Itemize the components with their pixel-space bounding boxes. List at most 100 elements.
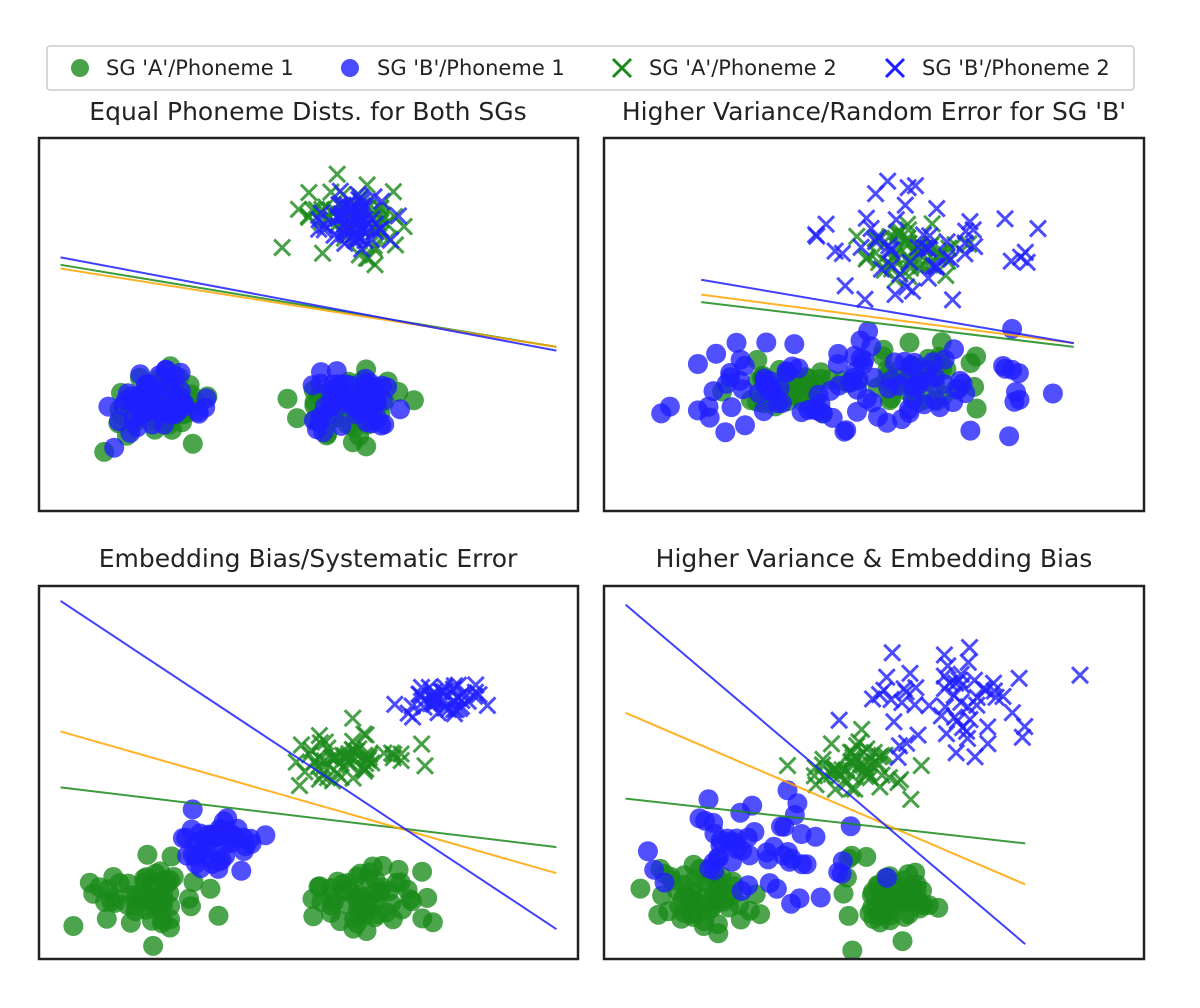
scatter-point-b-phoneme1 <box>854 350 875 371</box>
scatter-point-b-phoneme1 <box>862 392 883 413</box>
scatter-point-a-phoneme1 <box>287 408 307 429</box>
legend-label-a-phoneme1: SG 'A'/Phoneme 1 <box>106 56 294 80</box>
decision-line-0 <box>60 786 557 849</box>
scatter-point-b-phoneme1 <box>955 383 976 404</box>
scatter-point-a-phoneme2 <box>328 165 347 184</box>
scatter-point-a-phoneme1 <box>671 908 692 929</box>
scatter-point-b-phoneme2 <box>880 240 900 259</box>
scatter-point-a-phoneme1 <box>422 912 443 933</box>
scatter-point-b-phoneme1 <box>721 397 742 418</box>
scatter-point-a-phoneme2 <box>343 709 362 728</box>
scatter-point-b-phoneme1 <box>784 334 805 355</box>
scatter-point-a-phoneme2 <box>826 780 845 799</box>
scatter-point-b-phoneme1 <box>130 364 151 385</box>
scatter-point-b-phoneme2 <box>449 676 468 695</box>
scatter-point-b-phoneme1 <box>231 860 252 881</box>
scatter-point-b-phoneme2 <box>897 277 916 296</box>
scatter-point-a-phoneme1 <box>386 872 407 893</box>
scatter-point-a-phoneme1 <box>842 940 863 959</box>
scatter-point-b-phoneme2 <box>986 688 1006 707</box>
scatter-point-a-phoneme1 <box>83 883 104 904</box>
scatter-point-a-phoneme2 <box>313 244 332 263</box>
scatter-point-b-phoneme1 <box>241 833 262 854</box>
scatter-point-b-phoneme2 <box>906 176 925 195</box>
decision-line-2 <box>624 603 1026 945</box>
scatter-point-b-phoneme1 <box>355 368 376 389</box>
scatter-point-a-phoneme1 <box>630 878 651 899</box>
scatter-point-b-phoneme2 <box>995 209 1015 228</box>
scatter-point-b-phoneme2 <box>857 209 876 228</box>
scatter-point-a-phoneme1 <box>161 846 182 867</box>
panel-title-2: Higher Variance/Random Error for SG 'B' <box>622 97 1126 126</box>
scatter-point-a-phoneme1 <box>874 903 895 924</box>
scatter-point-b-phoneme1 <box>810 887 831 908</box>
scatter-point-b-phoneme2 <box>863 689 882 708</box>
scatter-point-b-phoneme1 <box>840 816 861 837</box>
scatter-point-a-phoneme2 <box>880 768 899 787</box>
scatter-point-b-phoneme1 <box>310 373 331 394</box>
panel-variance-and-bias <box>602 584 1146 961</box>
scatter-point-a-phoneme1 <box>96 908 117 929</box>
scatter-point-b-phoneme2 <box>315 220 334 239</box>
scatter-point-b-phoneme2 <box>946 674 965 693</box>
scatter-point-b-phoneme2 <box>960 212 979 231</box>
scatter-point-a-phoneme1 <box>966 398 987 419</box>
scatter-point-b-phoneme1 <box>766 878 787 899</box>
scatter-point-a-phoneme2 <box>299 183 318 202</box>
scatter-point-b-phoneme2 <box>920 696 939 715</box>
scatter-point-a-phoneme2 <box>912 756 931 775</box>
scatter-point-a-phoneme2 <box>822 734 841 753</box>
scatter-point-b-phoneme1 <box>730 802 751 823</box>
scatter-point-b-phoneme1 <box>637 841 658 862</box>
scatter-point-a-phoneme2 <box>778 756 797 775</box>
scatter-point-a-phoneme1 <box>888 891 909 912</box>
scatter-point-b-phoneme2 <box>872 260 891 279</box>
scatter-point-a-phoneme1 <box>208 905 229 926</box>
scatter-point-b-phoneme1 <box>704 823 725 844</box>
scatter-point-a-phoneme1 <box>137 844 158 865</box>
scatter-point-b-phoneme1 <box>944 339 964 360</box>
scatter-point-a-phoneme2 <box>901 790 920 809</box>
scatter-point-a-phoneme1 <box>859 903 880 924</box>
scatter-point-b-phoneme1 <box>306 419 327 440</box>
scatter-point-b-phoneme1 <box>210 820 231 841</box>
scatter-point-a-phoneme2 <box>384 748 403 767</box>
scatter-point-a-phoneme1 <box>120 912 141 933</box>
scatter-point-a-phoneme2 <box>273 238 292 257</box>
scatter-point-b-phoneme2 <box>884 712 903 731</box>
decision-line-2 <box>60 256 557 352</box>
legend-frame <box>46 45 1135 91</box>
scatter-point-b-phoneme2 <box>1028 219 1048 238</box>
scatter-point-b-phoneme1 <box>847 401 867 422</box>
scatter-point-b-phoneme1 <box>699 407 720 428</box>
scatter-point-b-phoneme2 <box>918 239 937 258</box>
scatter-point-b-phoneme2 <box>817 215 836 234</box>
scatter-point-b-phoneme2 <box>1018 253 1037 272</box>
decision-line-1 <box>60 730 557 875</box>
scatter-point-b-phoneme1 <box>726 332 747 353</box>
scatter-point-b-phoneme1 <box>720 362 741 383</box>
scatter-point-a-phoneme1 <box>905 862 926 883</box>
plot-area <box>60 600 557 956</box>
scatter-point-b-phoneme1 <box>902 389 923 410</box>
scatter-point-b-phoneme2 <box>882 690 901 709</box>
decision-line-1 <box>60 267 557 348</box>
scatter-point-b-phoneme2 <box>958 729 977 748</box>
scatter-point-b-phoneme1 <box>894 351 915 372</box>
scatter-point-b-phoneme1 <box>715 422 736 443</box>
scatter-point-a-phoneme1 <box>143 935 164 956</box>
scatter-point-b-phoneme2 <box>1015 717 1034 736</box>
scatter-point-b-phoneme2 <box>1010 669 1029 688</box>
decision-line-0 <box>701 301 1074 348</box>
scatter-point-b-phoneme2 <box>862 219 881 238</box>
scatter-point-a-phoneme1 <box>928 897 949 918</box>
scatter-point-a-phoneme2 <box>343 740 362 759</box>
scatter-point-b-phoneme2 <box>906 678 925 697</box>
scatter-point-b-phoneme2 <box>886 285 905 304</box>
scatter-point-a-phoneme1 <box>856 846 877 867</box>
legend-label-b-phoneme1: SG 'B'/Phoneme 1 <box>377 56 565 80</box>
scatter-point-b-phoneme1 <box>756 332 777 353</box>
scatter-point-b-phoneme2 <box>896 196 915 215</box>
scatter-point-b-phoneme2 <box>882 256 901 275</box>
scatter-point-b-phoneme1 <box>215 845 236 866</box>
